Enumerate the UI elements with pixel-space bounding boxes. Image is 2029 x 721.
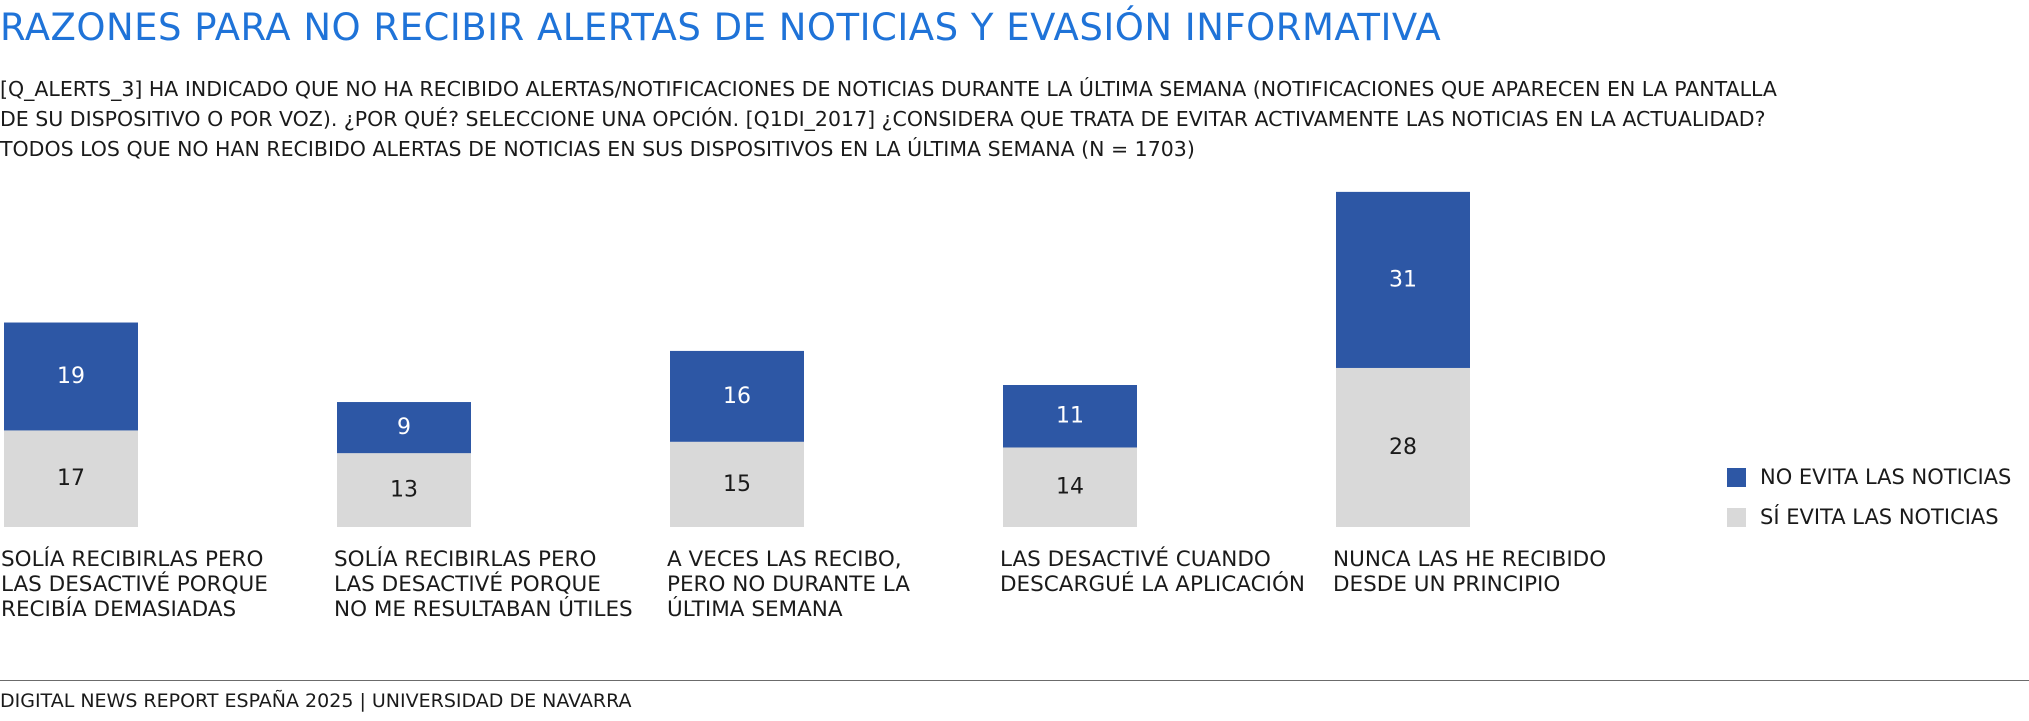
category-label-3: A VECES LAS RECIBO, PERO NO DURANTE LA Ú… [667, 547, 910, 622]
value-label-si-evita-5: 28 [1389, 435, 1417, 460]
footer-source: DIGITAL NEWS REPORT ESPAÑA 2025 | UNIVER… [0, 690, 632, 712]
subtitle-line-3: TODOS LOS QUE NO HAN RECIBIDO ALERTAS DE… [0, 137, 1195, 161]
legend-swatch-no-evita [1727, 467, 1746, 487]
category-label-4: LAS DESACTIVÉ CUANDO DESCARGUÉ LA APLICA… [1000, 547, 1305, 597]
value-label-no-evita-2: 9 [397, 415, 411, 440]
bar-si-evita-2 [337, 453, 471, 527]
legend-label-no-evita: NO EVITA LAS NOTICIAS [1760, 465, 2012, 489]
legend-item-si-evita: SÍ EVITA LAS NOTICIAS [1727, 497, 2011, 537]
legend-label-si-evita: SÍ EVITA LAS NOTICIAS [1760, 505, 1999, 529]
value-label-si-evita-3: 15 [723, 472, 751, 497]
category-label-2: SOLÍA RECIBIRLAS PERO LAS DESACTIVÉ PORQ… [334, 547, 633, 622]
value-label-no-evita-3: 16 [723, 384, 751, 409]
chart-legend: NO EVITA LAS NOTICIAS SÍ EVITA LAS NOTIC… [1727, 457, 2011, 537]
value-label-si-evita-2: 13 [390, 478, 418, 503]
footer-divider [0, 680, 2029, 681]
chart-subtitle: [Q_ALERTS_3] HA INDICADO QUE NO HA RECIB… [0, 74, 1777, 164]
bar-no-evita-1 [4, 322, 138, 431]
subtitle-line-2: DE SU DISPOSITIVO O POR VOZ). ¿POR QUÉ? … [0, 107, 1766, 131]
value-label-no-evita-1: 19 [57, 364, 85, 389]
category-label-1: SOLÍA RECIBIRLAS PERO LAS DESACTIVÉ PORQ… [1, 547, 268, 622]
legend-item-no-evita: NO EVITA LAS NOTICIAS [1727, 457, 2011, 497]
value-label-si-evita-1: 17 [57, 466, 85, 491]
legend-swatch-si-evita [1727, 507, 1746, 527]
bar-no-evita-3 [670, 350, 804, 442]
value-label-si-evita-4: 14 [1056, 475, 1084, 500]
bar-si-evita-4 [1003, 447, 1137, 527]
chart-title: RAZONES PARA NO RECIBIR ALERTAS DE NOTIC… [0, 6, 1442, 49]
value-label-no-evita-4: 11 [1056, 404, 1084, 429]
value-label-no-evita-5: 31 [1389, 267, 1417, 292]
bar-si-evita-1 [4, 430, 138, 527]
bar-si-evita-5 [1336, 367, 1470, 527]
bar-no-evita-4 [1003, 385, 1137, 448]
bar-si-evita-3 [670, 441, 804, 527]
bar-no-evita-5 [1336, 191, 1470, 368]
bar-no-evita-2 [337, 402, 471, 454]
subtitle-line-1: [Q_ALERTS_3] HA INDICADO QUE NO HA RECIB… [0, 77, 1777, 101]
category-label-5: NUNCA LAS HE RECIBIDO DESDE UN PRINCIPIO [1333, 547, 1607, 597]
